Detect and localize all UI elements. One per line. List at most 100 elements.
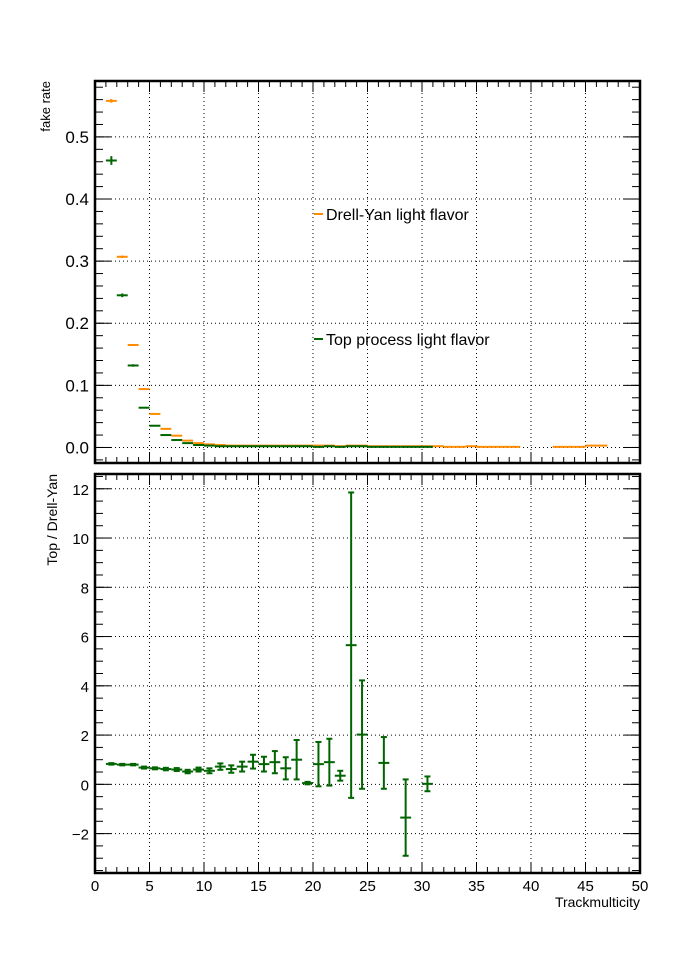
data-point xyxy=(105,156,117,165)
fake-rate-y-tick-labels: 0.0 0.1 0.2 0.3 0.4 0.5 xyxy=(65,128,89,458)
data-point xyxy=(498,445,510,448)
data-point xyxy=(323,737,335,787)
data-point xyxy=(193,442,204,445)
x-tick-label: 25 xyxy=(359,878,376,895)
ratio-frame xyxy=(93,472,642,875)
data-point xyxy=(204,767,215,775)
data-point xyxy=(422,775,433,793)
data-point xyxy=(291,445,303,448)
data-point xyxy=(138,765,150,770)
ratio-grid xyxy=(95,474,640,873)
fake-rate-grid xyxy=(95,81,640,463)
data-point xyxy=(171,767,183,773)
x-tick-label: 30 xyxy=(414,878,431,895)
data-point xyxy=(225,764,237,774)
y-tick-label: 0.1 xyxy=(65,376,89,395)
data-point xyxy=(171,434,183,437)
x-tick-label: 0 xyxy=(91,878,99,895)
data-point xyxy=(105,99,117,103)
data-point xyxy=(127,364,139,367)
data-point xyxy=(345,491,357,799)
y-tick-label: 0.2 xyxy=(65,314,89,333)
y-tick-label: 12 xyxy=(72,482,89,499)
data-point xyxy=(204,444,215,447)
x-tick-label: 50 xyxy=(632,878,649,895)
data-point xyxy=(280,756,292,781)
data-point xyxy=(236,445,248,448)
data-point xyxy=(214,445,226,448)
data-point xyxy=(258,755,270,773)
data-point xyxy=(411,445,422,448)
data-point xyxy=(476,445,488,448)
fake-rate-frame xyxy=(93,79,642,465)
data-point xyxy=(236,760,248,773)
data-point xyxy=(127,343,139,346)
data-point xyxy=(127,762,139,767)
x-tick-label: 15 xyxy=(250,878,267,895)
legend-label-top-process: Top process light flavor xyxy=(326,332,490,349)
data-point xyxy=(116,255,128,259)
data-point xyxy=(323,445,335,448)
data-point xyxy=(465,445,477,448)
data-point xyxy=(356,445,368,448)
ratio-ticks xyxy=(94,474,641,873)
data-point xyxy=(345,445,357,448)
ratio-y-axis-label: Top / Drell-Yan xyxy=(44,474,60,566)
data-point xyxy=(214,762,226,771)
data-point xyxy=(149,424,161,427)
x-tick-label: 20 xyxy=(305,878,322,895)
y-tick-label: 4 xyxy=(81,679,89,696)
legend-label-drell-yan: Drell-Yan light flavor xyxy=(326,207,470,224)
x-tick-label: 45 xyxy=(577,878,594,895)
fake-rate-y-axis-label: fake rate xyxy=(38,81,53,132)
y-tick-label: −2 xyxy=(72,827,89,844)
data-point xyxy=(422,445,433,448)
y-tick-label: 2 xyxy=(81,728,89,745)
data-point xyxy=(258,445,270,448)
data-point xyxy=(193,766,204,773)
data-point xyxy=(487,445,499,448)
data-point xyxy=(378,445,390,448)
data-point xyxy=(182,768,194,775)
data-point xyxy=(334,445,346,448)
y-tick-label: 0.3 xyxy=(65,252,89,271)
data-point xyxy=(389,445,401,448)
data-point xyxy=(247,445,259,448)
data-point xyxy=(367,445,379,448)
fake-rate-data-points xyxy=(105,99,608,448)
data-point xyxy=(105,762,117,766)
data-point xyxy=(116,762,128,767)
x-tick-label: 35 xyxy=(468,878,485,895)
fake-rate-panel: 0.0 0.1 0.2 0.3 0.4 0.5 fake rate Drell-Yan l… xyxy=(38,79,642,465)
x-tick-label: 5 xyxy=(145,878,153,895)
x-tick-label: 40 xyxy=(523,878,540,895)
ratio-x-axis-label: Trackmulticity xyxy=(555,894,640,910)
ratio-panel: −2 0 2 4 6 8 10 12 0 5 10 15 20 25 30 35 40 45 50 Top / D… xyxy=(44,472,649,910)
data-point xyxy=(552,445,564,448)
data-point xyxy=(182,439,194,442)
data-point xyxy=(596,444,608,447)
y-tick-label: 0.0 xyxy=(65,438,89,457)
data-point xyxy=(160,434,172,437)
ratio-y-tick-labels: −2 0 2 4 6 8 10 12 xyxy=(72,482,89,844)
data-point xyxy=(280,445,292,448)
data-point xyxy=(182,442,194,445)
data-point xyxy=(313,740,324,788)
ratio-data-points xyxy=(105,491,433,857)
y-tick-label: 8 xyxy=(81,580,89,597)
data-point xyxy=(138,388,150,391)
data-point xyxy=(454,445,466,448)
data-point xyxy=(247,753,259,770)
data-point xyxy=(291,739,303,781)
data-point xyxy=(400,778,412,857)
data-point xyxy=(171,439,183,442)
data-point xyxy=(302,445,313,448)
y-tick-label: 6 xyxy=(81,630,89,647)
x-tick-label: 10 xyxy=(196,878,213,895)
data-point xyxy=(563,445,575,448)
data-point xyxy=(313,445,324,448)
data-point xyxy=(269,445,281,448)
y-tick-label: 0.4 xyxy=(65,190,89,209)
ratio-x-tick-labels: 0 5 10 15 20 25 30 35 40 45 50 xyxy=(91,878,649,895)
